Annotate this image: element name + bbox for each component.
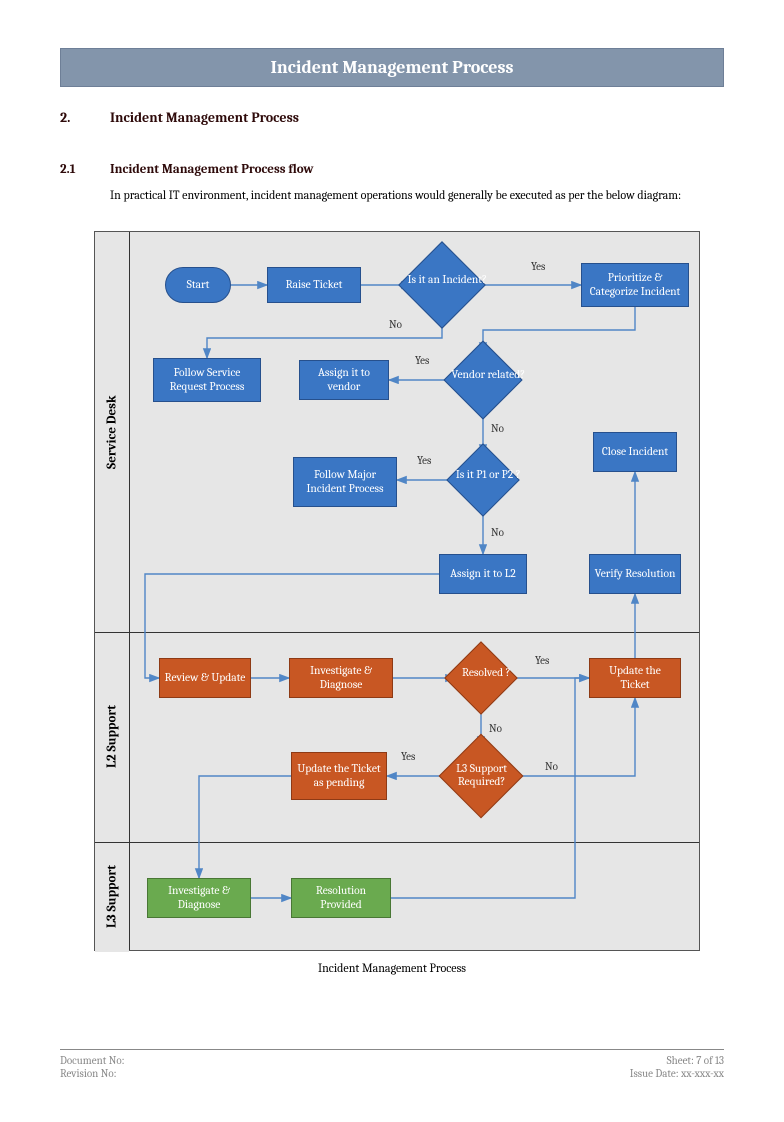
- subsection-heading: 2.1 Incident Management Process flow: [60, 162, 724, 177]
- node-follow-sr: Follow Service Request Process: [153, 358, 261, 402]
- edge-label-is-p1p2-follow-major: Yes: [417, 454, 431, 467]
- node-assign-l2: Assign it to L2: [439, 554, 527, 594]
- edge-update-pending-investigate3: [199, 776, 291, 878]
- node-raise: Raise Ticket: [267, 267, 361, 303]
- edge-label-is-p1p2-assign-l2: No: [491, 526, 504, 539]
- figure-caption: Incident Management Process: [60, 961, 724, 975]
- node-investigate2: Investigate & Diagnose: [289, 658, 393, 698]
- node-update-pending: Update the Ticket as pending: [291, 752, 387, 800]
- node-resolved: Resolved ?: [444, 641, 518, 715]
- node-follow-major: Follow Major Incident Process: [293, 457, 397, 507]
- edge-label-vendor-related-is-p1p2: No: [491, 422, 504, 435]
- node-verify: Verify Resolution: [589, 554, 681, 594]
- node-update-ticket: Update the Ticket: [589, 658, 681, 698]
- node-resolution: Resolution Provided: [291, 878, 391, 918]
- node-vendor-related: Vendor related?: [443, 341, 522, 420]
- node-investigate3: Investigate & Diagnose: [147, 878, 251, 918]
- edge-label-resolved-l3-required: No: [489, 722, 502, 735]
- edge-l3-required-update-ticket: [511, 698, 635, 776]
- subsection-title: Incident Management Process flow: [110, 162, 314, 177]
- edge-is-incident-follow-sr: [207, 316, 442, 358]
- node-review: Review & Update: [159, 658, 251, 698]
- intro-paragraph: In practical IT environment, incident ma…: [110, 187, 724, 203]
- section-number: 2.: [60, 109, 110, 126]
- swimlane-service-desk: Service Desk: [95, 232, 129, 632]
- flowchart-diagram: Service DeskL2 SupportL3 Support Yes No Yes…: [94, 231, 700, 951]
- node-start: Start: [165, 267, 231, 303]
- footer-revno: Revision No:: [60, 1067, 125, 1080]
- footer-sheet: Sheet: 7 of 13: [630, 1054, 724, 1067]
- edge-label-l3-required-update-pending: Yes: [401, 750, 415, 763]
- node-prioritize: Prioritize & Categorize Incident: [581, 263, 689, 307]
- swimlane-l2-support: L2 Support: [95, 632, 129, 842]
- edge-label-is-incident-prioritize: Yes: [531, 260, 545, 273]
- page-footer: Document No: Revision No: Sheet: 7 of 13…: [60, 1049, 724, 1080]
- section-title: Incident Management Process: [110, 109, 299, 126]
- node-is-p1p2: Is it P1 or P2 ?: [446, 443, 520, 517]
- node-close: Close Incident: [593, 432, 677, 472]
- edge-label-is-incident-follow-sr: No: [389, 318, 402, 331]
- footer-issuedate: Issue Date: xx-xxx-xx: [630, 1067, 724, 1080]
- edge-label-resolved-update-ticket: Yes: [535, 654, 549, 667]
- node-l3-required: L3 Support Required?: [439, 734, 524, 819]
- section-heading: 2. Incident Management Process: [60, 109, 724, 126]
- node-assign-vendor: Assign it to vendor: [299, 360, 389, 400]
- node-is-incident: Is it an Incident?: [398, 241, 486, 329]
- swimlane-l3-support: L3 Support: [95, 842, 129, 952]
- page-banner: Incident Management Process: [60, 48, 724, 87]
- subsection-number: 2.1: [60, 162, 110, 177]
- edge-label-vendor-related-assign-vendor: Yes: [415, 354, 429, 367]
- edge-prioritize-vendor-related: [483, 307, 635, 352]
- footer-docno: Document No:: [60, 1054, 125, 1067]
- edge-label-l3-required-update-ticket: No: [545, 760, 558, 773]
